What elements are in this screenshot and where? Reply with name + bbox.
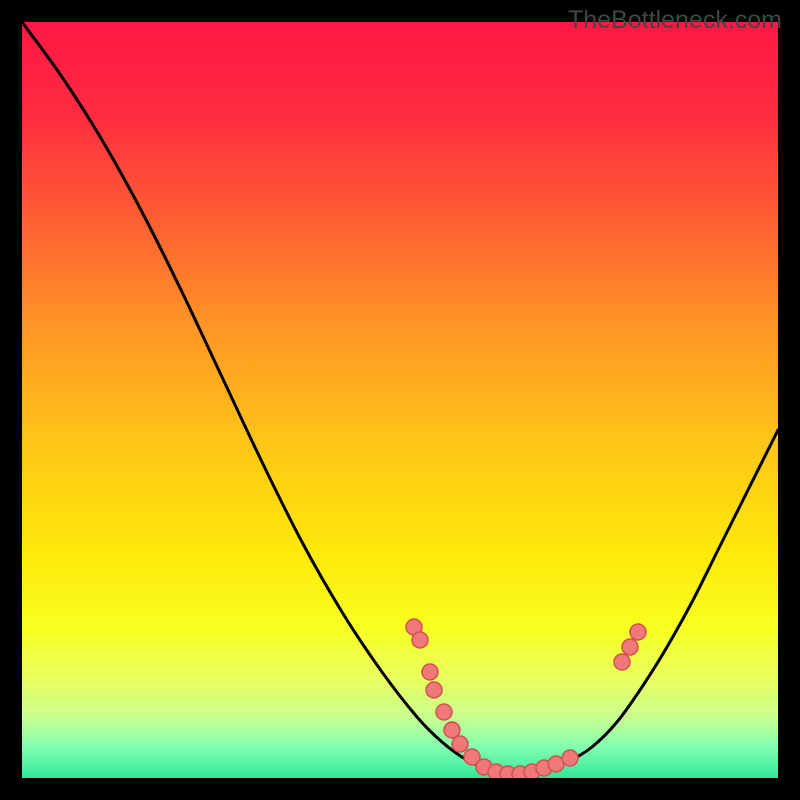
data-point [436,704,452,720]
data-point [562,750,578,766]
data-point [452,736,468,752]
data-point [412,632,428,648]
data-point [614,654,630,670]
watermark-text: TheBottleneck.com [568,6,782,35]
data-point [630,624,646,640]
data-point [422,664,438,680]
chart-plot-area [22,22,778,778]
data-point [622,639,638,655]
data-point [426,682,442,698]
data-points-layer [22,22,778,778]
